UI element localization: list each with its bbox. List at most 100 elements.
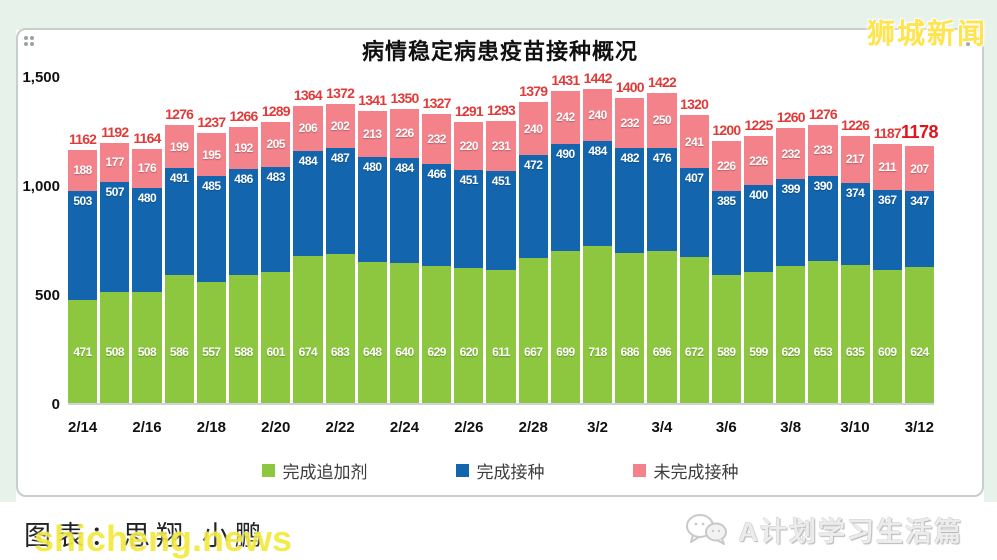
- seg-green: 683: [325, 254, 355, 403]
- seg-blue: 407: [679, 167, 709, 257]
- seg-blue: 390: [808, 175, 838, 261]
- corner-dots-icon: [966, 36, 970, 40]
- seg-green: 653: [808, 260, 838, 403]
- seg-pink: 213: [357, 110, 387, 158]
- seg-pink: 231: [486, 121, 516, 172]
- segment-value: 451: [491, 174, 511, 189]
- bar-group: 199 491 586 1276: [164, 106, 194, 403]
- bar-group: 207 347 624 1178: [901, 122, 939, 403]
- segment-value: 629: [427, 344, 446, 359]
- seg-green: 609: [872, 270, 902, 403]
- segment-value: 718: [588, 344, 607, 359]
- seg-blue: 487: [325, 147, 355, 255]
- credit-text: 图表：思翔 小鹏: [24, 521, 268, 551]
- segment-value: 211: [878, 160, 897, 175]
- segment-value: 226: [717, 159, 736, 174]
- segment-value: 226: [395, 126, 414, 141]
- bar-total: 1225: [744, 116, 774, 133]
- bar-group: 231 451 611 1293: [486, 102, 516, 403]
- segment-value: 472: [523, 157, 543, 172]
- seg-pink: 195: [196, 133, 226, 176]
- bar-total: 1162: [69, 130, 97, 147]
- segment-value: 232: [620, 116, 640, 131]
- seg-green: 624: [904, 266, 935, 403]
- x-tick-label: 3/2: [587, 419, 609, 436]
- bar-total: 1291: [454, 102, 484, 119]
- bar-total: 1422: [647, 74, 677, 91]
- seg-green: 648: [357, 261, 387, 403]
- seg-green: 588: [228, 274, 259, 403]
- seg-pink: 192: [228, 127, 259, 169]
- seg-green: 667: [518, 257, 548, 403]
- seg-blue: 503: [68, 190, 98, 301]
- bar-total: 1260: [776, 109, 806, 126]
- segment-value: 202: [330, 118, 350, 133]
- segment-value: 347: [910, 194, 929, 209]
- segment-value: 484: [298, 153, 318, 168]
- legend: 完成追加剂 完成接种 未完成接种: [18, 458, 982, 483]
- segment-value: 586: [169, 344, 189, 359]
- legend-label: 未完成接种: [653, 463, 739, 482]
- segment-value: 177: [105, 155, 125, 170]
- segment-value: 508: [137, 344, 157, 359]
- background-top-band: [0, 0, 997, 30]
- bar-total: 1350: [390, 89, 419, 106]
- segment-value: 508: [105, 344, 125, 359]
- x-tick-label: [293, 419, 322, 441]
- seg-blue: 480: [132, 187, 162, 293]
- segment-value: 207: [910, 161, 929, 176]
- seg-pink: 241: [679, 115, 709, 168]
- segment-value: 480: [363, 160, 382, 175]
- x-tick-label: [808, 419, 837, 441]
- segment-value: 250: [652, 113, 672, 128]
- bar-group: 205 483 601 1289: [261, 103, 290, 403]
- segment-value: 696: [652, 345, 672, 359]
- chart-card: 病情稳定病患疫苗接种概况 188 503 471 1162 177 507 508 1192 1…: [16, 28, 984, 497]
- seg-pink: 188: [68, 149, 98, 191]
- seg-blue: 347: [904, 191, 935, 267]
- segment-value: 620: [459, 344, 479, 359]
- x-tick-label: 3/12: [904, 419, 934, 436]
- segment-value: 484: [395, 160, 414, 175]
- bar-total: 1400: [615, 78, 645, 95]
- bar-total: 1431: [551, 72, 580, 89]
- seg-green: 672: [679, 256, 709, 403]
- x-tick-label: [551, 419, 580, 441]
- segment-value: 487: [330, 150, 350, 165]
- seg-green: 557: [196, 281, 226, 403]
- segment-value: 640: [395, 344, 414, 359]
- bar-total: 1226: [841, 116, 870, 133]
- x-tick-label: [229, 419, 258, 441]
- bar-total: 1442: [583, 69, 613, 86]
- background-left-band: [0, 0, 16, 502]
- bar-group: 226 484 640 1350: [389, 90, 420, 403]
- bar-group: 232 399 629 1260: [776, 109, 805, 403]
- segment-value: 176: [137, 161, 157, 176]
- x-tick-label: [486, 419, 515, 441]
- segment-value: 195: [202, 147, 221, 162]
- x-tick-label: [165, 419, 194, 441]
- seg-green: 696: [647, 251, 677, 403]
- seg-pink: 232: [615, 97, 645, 149]
- bar-total: 1266: [229, 108, 259, 125]
- bar-total: 1187: [873, 125, 902, 142]
- bar-group: 188 503 471 1162: [68, 131, 98, 403]
- segment-value: 484: [588, 143, 607, 158]
- wechat-icon: [685, 513, 727, 545]
- segment-value: 471: [73, 344, 92, 359]
- x-tick-label: [744, 419, 773, 441]
- segment-value: 192: [234, 140, 253, 155]
- x-tick-label: 3/10: [840, 419, 870, 436]
- seg-pink: 211: [872, 144, 902, 191]
- segment-value: 226: [749, 153, 768, 168]
- segment-value: 589: [717, 344, 736, 359]
- seg-pink: 232: [422, 113, 452, 165]
- seg-pink: 226: [389, 108, 420, 158]
- segment-value: 672: [684, 344, 704, 359]
- seg-pink: 233: [808, 124, 838, 176]
- legend-swatch-icon: [261, 464, 275, 477]
- seg-blue: 466: [422, 164, 452, 266]
- seg-pink: 250: [647, 93, 677, 148]
- bar-group: 206 484 674 1364: [293, 87, 323, 403]
- legend-item: 未完成接种: [632, 458, 739, 483]
